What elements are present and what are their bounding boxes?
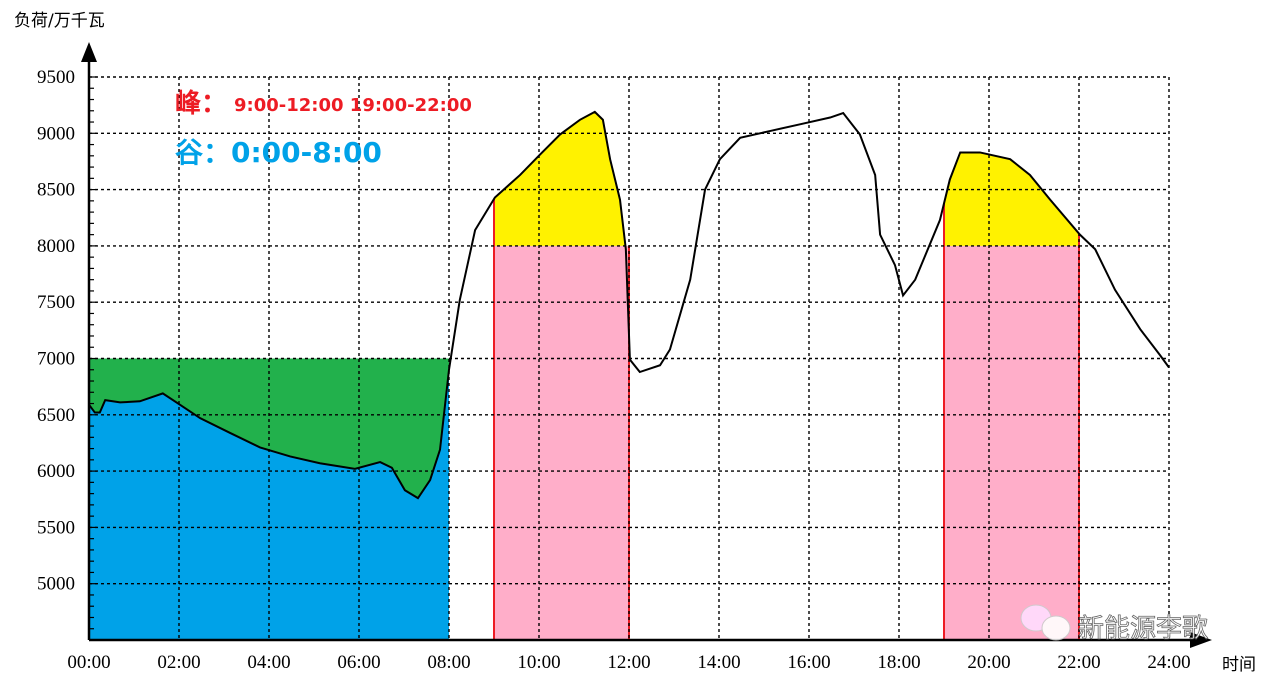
peak-base-area-0 <box>494 245 629 640</box>
y-tick-label: 8000 <box>37 236 75 257</box>
peak-hours-label: 9:00-12:00 19:00-22:00 <box>234 95 472 116</box>
peak-excess-area-0 <box>494 111 629 246</box>
x-tick-label: 24:00 <box>1147 652 1190 673</box>
x-tick-label: 06:00 <box>337 652 380 673</box>
peak-label: 峰： <box>175 89 227 119</box>
y-tick-label: 6500 <box>37 405 75 426</box>
axes: 5000 5500 6000 6500 7000 7500 8000 8500 9000 9500… <box>37 42 1212 673</box>
x-tick-label: 12:00 <box>607 652 650 673</box>
peak-excess-area-1 <box>944 152 1079 246</box>
y-tick-label: 7000 <box>37 349 75 370</box>
x-tick-label: 18:00 <box>877 652 920 673</box>
y-tick-label: 9000 <box>37 123 75 144</box>
x-axis-label: 时间 <box>1222 655 1256 675</box>
watermark-logo: 新能源李歌 <box>1020 604 1208 644</box>
fill-layer <box>89 111 1080 640</box>
y-tick-label: 9500 <box>37 67 75 88</box>
grid <box>89 76 1170 640</box>
watermark-text: 新能源李歌 <box>1078 614 1208 644</box>
y-axis-arrow-icon <box>81 42 97 62</box>
y-tick-label: 5000 <box>37 574 75 595</box>
x-tick-label: 00:00 <box>67 652 110 673</box>
x-tick-label: 10:00 <box>517 652 560 673</box>
peak-base-area-1 <box>944 245 1079 640</box>
x-tick-label: 02:00 <box>157 652 200 673</box>
x-tick-label: 16:00 <box>787 652 830 673</box>
y-axis-label: 负荷/万千瓦 <box>14 11 105 31</box>
x-axis-arrow-icon <box>1190 632 1212 648</box>
x-tick-label: 22:00 <box>1057 652 1100 673</box>
y-tick-label: 7500 <box>37 292 75 313</box>
y-tick-label: 8500 <box>37 180 75 201</box>
load-curve <box>88 110 1170 500</box>
x-tick-label: 04:00 <box>247 652 290 673</box>
valley-label: 谷：0:00-8:00 <box>175 136 382 169</box>
y-tick-label: 5500 <box>37 517 75 538</box>
x-tick-label: 14:00 <box>697 652 740 673</box>
x-tick-label: 08:00 <box>427 652 470 673</box>
y-tick-label: 6000 <box>37 461 75 482</box>
x-tick-label: 20:00 <box>967 652 1010 673</box>
